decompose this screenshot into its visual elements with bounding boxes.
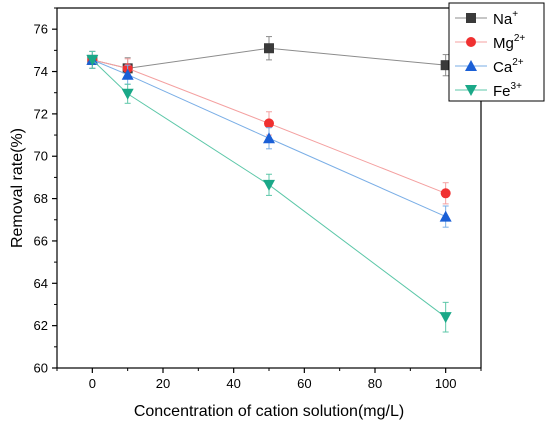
legend-label: Mg2+: [493, 33, 525, 52]
data-point: [121, 68, 134, 80]
series-na: [87, 36, 451, 80]
legend-label: Fe3+: [493, 81, 522, 100]
y-tick-label: 76: [34, 22, 48, 37]
x-tick-label: 60: [297, 376, 311, 391]
series-ca: [86, 50, 452, 228]
legend-label: Ca2+: [493, 57, 524, 76]
x-tick-label: 20: [156, 376, 170, 391]
x-tick-label: 40: [226, 376, 240, 391]
axes: 0 20 40 60 80 100 60 62 64 66 68 70 72 74 76: [34, 7, 482, 391]
legend-marker: [465, 85, 477, 96]
data-point: [440, 188, 451, 199]
data-point: [440, 60, 451, 71]
y-axis-title: Removal rate(%): [9, 128, 26, 248]
series-fe: [86, 50, 452, 333]
legend: Na+ Mg2+ Ca2+ Fe3+: [448, 2, 545, 102]
data-point: [264, 43, 274, 54]
data-point: [86, 54, 99, 66]
data-point: [263, 132, 275, 144]
y-tick-label: 64: [34, 276, 48, 291]
data-point: [121, 88, 134, 100]
series-line: [92, 59, 446, 218]
legend-box: [448, 2, 545, 102]
x-tick-label: 80: [368, 376, 382, 391]
data-point: [439, 210, 452, 222]
y-tick-label: 72: [34, 106, 48, 121]
y-tick-label: 62: [34, 318, 48, 333]
y-tick-label: 60: [34, 361, 48, 376]
y-tick-label: 74: [34, 64, 48, 79]
legend-marker: [466, 37, 476, 47]
y-tick-label: 66: [34, 233, 48, 248]
series-layer: [86, 36, 452, 333]
legend-label: Na+: [493, 9, 518, 28]
y-tick-label: 70: [34, 149, 48, 164]
legend-marker: [466, 13, 476, 23]
data-point: [263, 179, 275, 191]
series-line: [91, 59, 446, 318]
x-axis-title: Concentration of cation solution(mg/L): [134, 403, 404, 420]
series-line: [92, 59, 446, 194]
y-tick-label: 68: [34, 191, 48, 206]
data-point: [439, 312, 452, 324]
x-tick-label: 0: [89, 376, 96, 391]
data-point: [264, 118, 274, 129]
x-tick-label: 100: [435, 376, 457, 391]
legend-marker: [465, 60, 477, 71]
